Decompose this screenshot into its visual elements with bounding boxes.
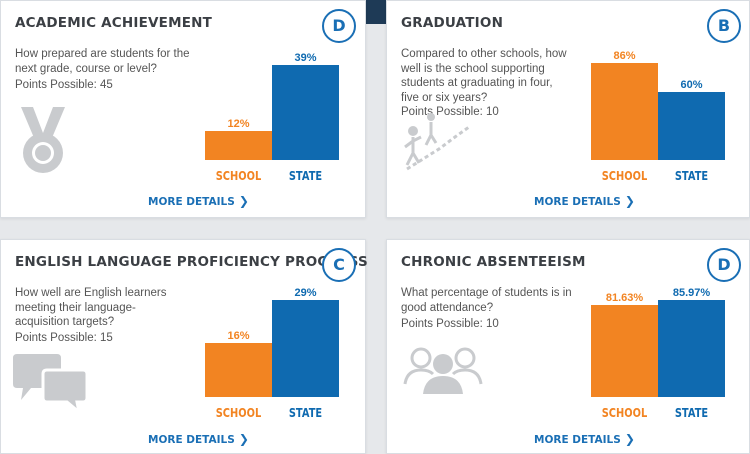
bar-chart: 86% SCHOOL 60% STATE	[591, 50, 725, 183]
points-possible: Points Possible: 10	[401, 106, 499, 118]
card-title: ACADEMIC ACHIEVEMENT	[15, 15, 213, 31]
points-possible: Points Possible: 15	[15, 332, 113, 344]
card-question: How prepared are students for the next g…	[15, 48, 190, 75]
school-category-label: SCHOOL	[216, 169, 262, 183]
state-value-label: 60%	[680, 79, 702, 91]
points-possible: Points Possible: 10	[401, 318, 499, 330]
state-category-label: STATE	[289, 406, 322, 420]
header-stripe	[366, 0, 386, 24]
school-bar	[591, 305, 658, 397]
graduation-card: GRADUATION B Compared to other schools, …	[386, 0, 750, 218]
state-value-label: 29%	[294, 287, 316, 299]
people-group-icon	[403, 347, 483, 394]
state-bar	[658, 300, 725, 397]
card-title: CHRONIC ABSENTEEISM	[401, 254, 586, 270]
school-category-label: SCHOOL	[602, 169, 648, 183]
bar-chart: 16% SCHOOL 29% STATE	[205, 287, 339, 420]
school-bar	[591, 63, 658, 160]
grade-badge: C	[322, 248, 356, 282]
grade-badge: D	[322, 9, 356, 43]
english-proficiency-card: ENGLISH LANGUAGE PROFICIENCY PROGRESS C …	[0, 239, 368, 454]
school-bar	[205, 131, 272, 160]
more-details-link[interactable]: MORE DETAILS ❯	[148, 432, 249, 446]
school-category-label: SCHOOL	[216, 406, 262, 420]
academic-achievement-card: ACADEMIC ACHIEVEMENT D How prepared are …	[0, 0, 366, 218]
bar-chart: 81.63% SCHOOL 85.97% STATE	[591, 287, 725, 420]
state-bar	[272, 65, 339, 160]
card-question: How well are English learners meeting th…	[15, 287, 167, 328]
speech-bubbles-icon	[13, 354, 89, 412]
card-title: ENGLISH LANGUAGE PROFICIENCY PROGRESS	[15, 254, 368, 270]
graduation-climb-icon	[404, 113, 470, 171]
card-question: What percentage of students is in good a…	[401, 287, 572, 314]
school-bar	[205, 343, 272, 397]
state-bar	[658, 92, 725, 160]
chevron-right-icon: ❯	[238, 194, 249, 208]
state-value-label: 85.97%	[673, 287, 711, 299]
more-details-link[interactable]: MORE DETAILS ❯	[534, 432, 635, 446]
more-details-link[interactable]: MORE DETAILS ❯	[148, 194, 249, 208]
state-bar	[272, 300, 339, 397]
school-value-label: 81.63%	[606, 292, 644, 304]
more-details-link[interactable]: MORE DETAILS ❯	[534, 194, 635, 208]
chronic-absenteeism-card: CHRONIC ABSENTEEISM D What percentage of…	[386, 239, 750, 454]
medal-icon	[21, 107, 65, 173]
state-category-label: STATE	[675, 169, 708, 183]
school-value-label: 12%	[227, 118, 249, 130]
chevron-right-icon: ❯	[624, 432, 635, 446]
bar-chart: 12% SCHOOL 39% STATE	[205, 52, 339, 183]
card-question: Compared to other schools, how well is t…	[401, 48, 567, 104]
state-value-label: 39%	[294, 52, 316, 64]
school-value-label: 86%	[613, 50, 635, 62]
grade-badge: D	[707, 248, 741, 282]
chevron-right-icon: ❯	[238, 432, 249, 446]
school-value-label: 16%	[227, 330, 249, 342]
card-title: GRADUATION	[401, 15, 504, 31]
chevron-right-icon: ❯	[624, 194, 635, 208]
state-category-label: STATE	[675, 406, 708, 420]
school-category-label: SCHOOL	[602, 406, 648, 420]
state-category-label: STATE	[289, 169, 322, 183]
points-possible: Points Possible: 45	[15, 79, 113, 91]
grade-badge: B	[707, 9, 741, 43]
